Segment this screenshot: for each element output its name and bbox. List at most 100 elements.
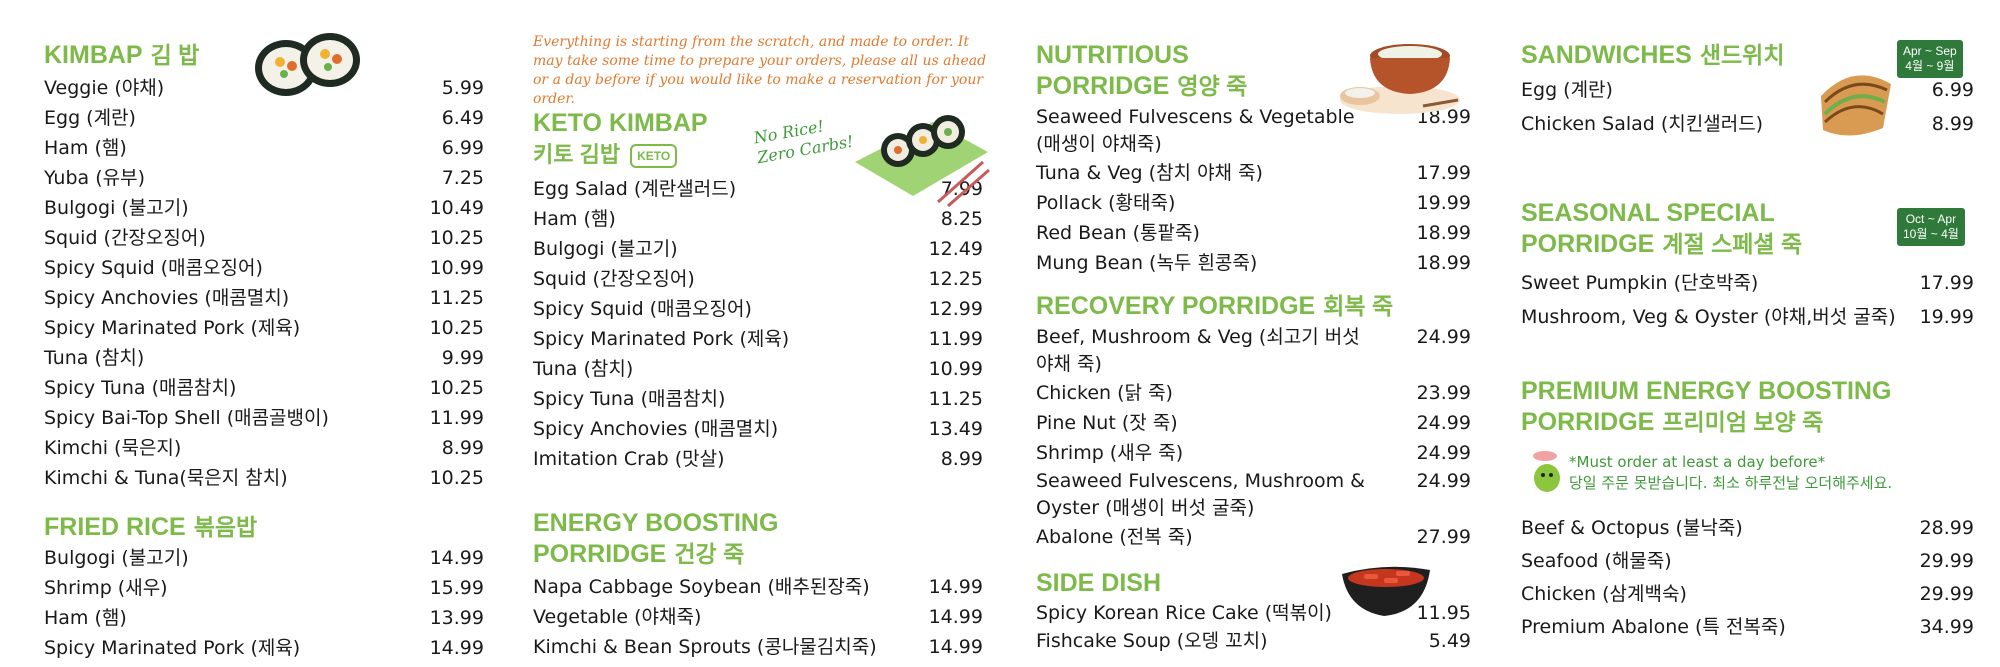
menu-item: Bulgogi (불고기) 14.99 [44, 543, 484, 573]
section-keto-kimbap: KETO KIMBAP 키토 김밥 KETO Egg Salad (계란샐러드) 7… [533, 108, 983, 474]
item-name: Ham (햄) [44, 607, 127, 629]
menu-item: Chicken Salad (치킨샐러드) 8.99 [1521, 107, 1974, 141]
item-name: Seaweed Fulvescens, Mushroom & Oyster (매… [1036, 470, 1365, 519]
keto-badge: KETO [630, 144, 678, 169]
section-side-dish: SIDE DISH Spicy Korean Rice Cake (떡볶이) 11… [1036, 568, 1471, 655]
column-specials: SANDWICHES 샌드위치 Egg (계란) 6.99 Chicken Sala… [1521, 0, 1974, 667]
section-recovery: RECOVERY PORRIDGE 회복 죽 Beef, Mushroom & V… [1036, 291, 1471, 552]
item-price: 28.99 [1919, 517, 1974, 539]
item-name: Tuna (참치) [44, 347, 145, 369]
menu-item: Seaweed Fulvescens, Mushroom & Oyster (매… [1036, 468, 1471, 522]
section-title: NUTRITIOUS [1036, 41, 1189, 69]
menu-item: Mung Bean (녹두 흰콩죽) 18.99 [1036, 248, 1471, 278]
item-price: 6.99 [1931, 79, 1974, 101]
item-name: Egg Salad (계란샐러드) [533, 178, 737, 200]
item-price: 11.99 [928, 328, 983, 350]
menu-item: Spicy Tuna (매콤참치) 11.25 [533, 384, 983, 414]
section-seasonal: SEASONAL SPECIAL PORRIDGE 계절 스페셜 죽 Sweet … [1521, 198, 1974, 334]
item-name: Shrimp (새우 죽) [1036, 442, 1184, 464]
sandwich-illustration [1821, 75, 1891, 136]
item-price: 5.99 [441, 77, 484, 99]
menu-item: Spicy Korean Rice Cake (떡볶이) 11.95 [1036, 599, 1471, 627]
badge-line: Oct ~ Apr [1905, 212, 1957, 226]
item-name: Bulgogi (불고기) [44, 547, 189, 569]
item-price: 12.25 [928, 268, 983, 290]
title-ko: 프리미엄 보양 죽 [1662, 409, 1824, 435]
section-title: KETO KIMBAP [533, 109, 708, 137]
section-sandwiches: SANDWICHES 샌드위치 Egg (계란) 6.99 Chicken Sala… [1521, 40, 1974, 141]
item-name: Bulgogi (불고기) [533, 238, 678, 260]
item-name: Spicy Squid (매콤오징어) [533, 298, 752, 320]
title-en: PORRIDGE [1521, 230, 1655, 258]
column-porridge: NUTRITIOUS PORRIDGE 영양 죽 Seaweed Fulvesce… [1036, 0, 1471, 667]
menu-item: Spicy Anchovies (매콤멸치) 11.25 [44, 283, 484, 313]
item-name: Ham (햄) [533, 208, 616, 230]
item-name: Spicy Marinated Pork (제육) [44, 637, 301, 659]
seasonal-list: Sweet Pumpkin (단호박죽) 17.99 Mushroom, Veg … [1521, 266, 1974, 334]
item-name: Sweet Pumpkin (단호박죽) [1521, 272, 1759, 294]
item-price: 18.99 [1416, 222, 1471, 244]
title-ko: 키토 김밥 [533, 142, 621, 167]
item-name: Spicy Anchovies (매콤멸치) [533, 418, 779, 440]
menu-item: Mushroom, Veg & Oyster (야채,버섯 굴죽) 19.99 [1521, 300, 1974, 334]
menu-item: Bulgogi (불고기) 10.49 [44, 193, 484, 223]
section-fried-rice: FRIED RICE 볶음밥 Bulgogi (불고기) 14.99 Shrimp … [44, 512, 484, 663]
title-en: PORRIDGE [1036, 72, 1170, 100]
title-en: SANDWICHES [1521, 41, 1692, 69]
item-price: 10.25 [429, 227, 484, 249]
item-name: Mushroom, Veg & Oyster (야채,버섯 굴죽) [1521, 306, 1896, 328]
item-name: Spicy Tuna (매콤참치) [44, 377, 237, 399]
item-name: Spicy Tuna (매콤참치) [533, 388, 726, 410]
section-title: RECOVERY PORRIDGE 회복 죽 [1036, 291, 1471, 322]
section-title: FRIED RICE 볶음밥 [44, 512, 484, 543]
menu-item: Spicy Tuna (매콤참치) 10.25 [44, 373, 484, 403]
premium-list: Beef & Octopus (불낙죽) 28.99 Seafood (해물죽) 2… [1521, 512, 1974, 644]
menu-item: Beef & Octopus (불낙죽) 28.99 [1521, 512, 1974, 545]
title-ko-line: 키토 김밥 KETO [533, 139, 983, 170]
item-price: 10.25 [429, 377, 484, 399]
item-name: Squid (간장오징어) [533, 268, 695, 290]
item-price: 11.25 [429, 287, 484, 309]
item-price: 9.99 [441, 347, 484, 369]
item-name: Spicy Marinated Pork (제육) [533, 328, 790, 350]
item-price: 8.99 [1931, 113, 1974, 135]
item-price: 14.99 [429, 547, 484, 569]
item-price: 7.25 [441, 167, 484, 189]
recovery-list: Beef, Mushroom & Veg (쇠고기 버섯 야채 죽) 24.99 … [1036, 324, 1471, 552]
title-ko: 회복 죽 [1323, 293, 1394, 319]
menu-item: Napa Cabbage Soybean (배추된장죽) 14.99 [533, 572, 983, 602]
menu-item: Spicy Marinated Pork (제육) 11.99 [533, 324, 983, 354]
item-name: Kimchi (묵은지) [44, 437, 182, 459]
menu-item: Shrimp (새우 죽) 24.99 [1036, 438, 1471, 468]
item-price: 13.49 [928, 418, 983, 440]
item-price: 24.99 [1416, 326, 1471, 348]
section-title: KIMBAP 김 밥 [44, 40, 484, 71]
menu-item: Vegetable (야채죽) 14.99 [533, 602, 983, 632]
item-price: 5.49 [1428, 630, 1471, 652]
keto-kimbap-illustration [855, 115, 990, 208]
item-price: 8.25 [940, 208, 983, 230]
item-price: 10.25 [429, 467, 484, 489]
item-name: Beef & Octopus (불낙죽) [1521, 517, 1743, 539]
item-name: Fishcake Soup (오뎅 꼬치) [1036, 630, 1268, 652]
menu-item: Spicy Anchovies (매콤멸치) 13.49 [533, 414, 983, 444]
item-price: 24.99 [1416, 442, 1471, 464]
item-price: 15.99 [429, 577, 484, 599]
advance-order-warning: *Must order at least a day before* 당일 주문… [1569, 452, 1892, 494]
item-name: Mung Bean (녹두 흰콩죽) [1036, 252, 1258, 274]
fried-rice-list: Bulgogi (불고기) 14.99 Shrimp (새우) 15.99 Ham … [44, 543, 484, 663]
section-title-line2: PORRIDGE 프리미엄 보양 죽 [1521, 407, 1974, 438]
title-en: FRIED RICE [44, 513, 186, 541]
section-title: SIDE DISH [1036, 569, 1162, 597]
item-price: 24.99 [1416, 412, 1471, 434]
item-price: 19.99 [1416, 192, 1471, 214]
item-name: Squid (간장오징어) [44, 227, 206, 249]
item-name: Seaweed Fulvescens & Vegetable (매생이 야채죽) [1036, 106, 1355, 155]
item-price: 14.99 [928, 576, 983, 598]
section-title-line2: PORRIDGE 영양 죽 [1036, 71, 1471, 102]
item-price: 29.99 [1919, 583, 1974, 605]
section-kimbap: KIMBAP 김 밥 Veggie (야채) 5.99 Egg (계란) 6.49 H… [44, 40, 484, 493]
menu-item: Egg (계란) 6.99 [1521, 73, 1974, 107]
item-name: Tuna & Veg (참치 야채 죽) [1036, 162, 1263, 184]
menu-item: Fishcake Soup (오뎅 꼬치) 5.49 [1036, 627, 1471, 655]
